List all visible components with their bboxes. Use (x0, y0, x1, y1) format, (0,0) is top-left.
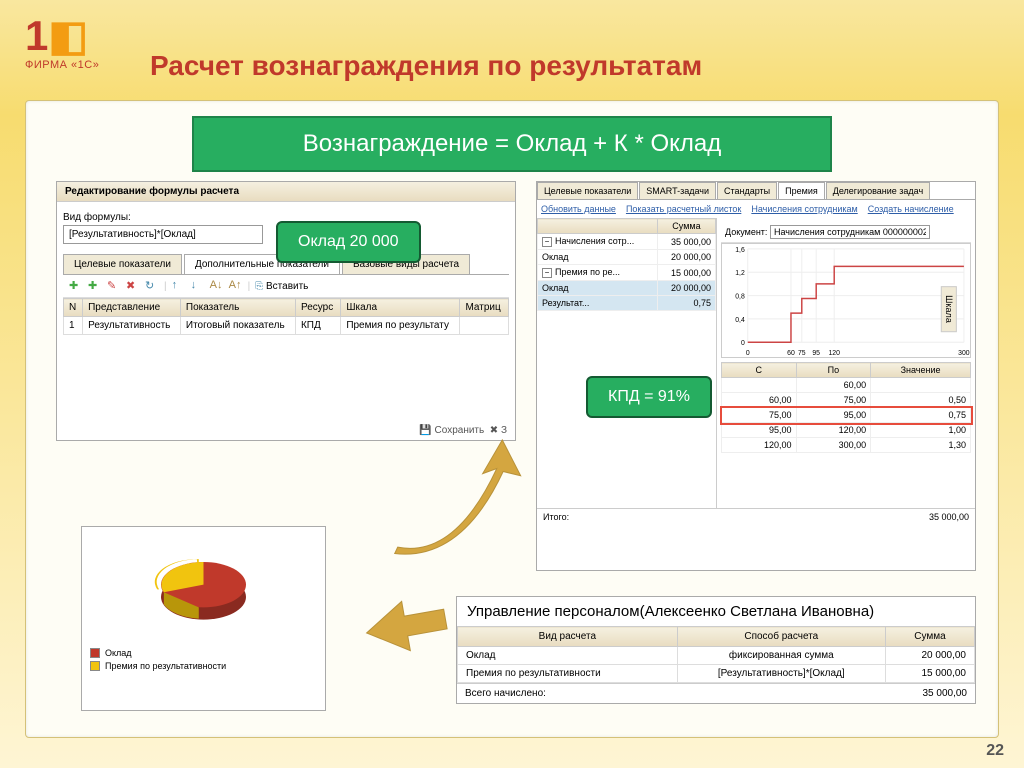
svg-text:75: 75 (798, 350, 806, 357)
panel-title: Редактирование формулы расчета (57, 182, 515, 202)
insert-button[interactable]: ⎘ Вставить (255, 281, 308, 292)
pie-panel: ОкладПремия по результативности (81, 526, 326, 711)
svg-text:95: 95 (812, 350, 820, 357)
formula-input[interactable]: [Результативность]*[Оклад] (63, 225, 263, 244)
sum-table[interactable]: Сумма −Начисления сотр...35 000,00Оклад2… (537, 218, 716, 311)
tab[interactable]: Целевые показатели (537, 182, 638, 199)
link[interactable]: Создать начисление (868, 204, 954, 214)
svg-text:0: 0 (741, 340, 745, 347)
salary-badge: Оклад 20 000 (276, 221, 421, 263)
sort-asc-icon[interactable]: A↓ (210, 279, 224, 293)
svg-text:1,6: 1,6 (735, 247, 745, 254)
arrow-icon (351, 583, 462, 669)
add-icon[interactable]: ✚ (69, 279, 83, 293)
hr-title: Управление персоналом(Алексеенко Светлан… (457, 597, 975, 626)
svg-text:1,2: 1,2 (735, 270, 745, 277)
doc-input[interactable] (770, 225, 930, 239)
edit-icon[interactable]: ✎ (107, 279, 121, 293)
formula-editor-panel: Редактирование формулы расчета Вид форму… (56, 181, 516, 441)
svg-text:300: 300 (958, 350, 970, 357)
tab[interactable]: Стандарты (717, 182, 777, 199)
indicators-grid[interactable]: NПредставлениеПоказательРесурсШкалаМатри… (63, 298, 509, 335)
link[interactable]: Начисления сотрудникам (751, 204, 857, 214)
delete-icon[interactable]: ✖ (126, 279, 140, 293)
link[interactable]: Обновить данные (541, 204, 616, 214)
ranges-table[interactable]: СПоЗначение 60,0060,0075,000,5075,0095,0… (721, 362, 971, 453)
hr-panel: Управление персоналом(Алексеенко Светлан… (456, 596, 976, 704)
toolbar: ✚ ✚ ✎ ✖ ↻ | ↑ ↓ A↓ A↑ | ⎘ Вставить (63, 275, 509, 298)
svg-text:0: 0 (746, 350, 750, 357)
links-row: Обновить данные Показать расчетный листок… (537, 200, 975, 218)
doc-label: Документ: (725, 227, 767, 237)
kpd-badge: КПД = 91% (586, 376, 712, 418)
slide-title: Расчет вознаграждения по результатам (150, 50, 702, 82)
up-icon[interactable]: ↑ (172, 279, 186, 293)
sort-desc-icon[interactable]: A↑ (229, 279, 243, 293)
link[interactable]: Показать расчетный листок (626, 204, 741, 214)
tab[interactable]: SMART-задачи (639, 182, 716, 199)
svg-text:0,4: 0,4 (735, 317, 745, 324)
tab[interactable]: Делегирование задач (826, 182, 930, 199)
down-icon[interactable]: ↓ (191, 279, 205, 293)
pie-chart (146, 545, 261, 630)
right-tabs: Целевые показателиSMART-задачиСтандартыП… (537, 182, 975, 200)
formula-banner: Вознаграждение = Оклад + К * Оклад (192, 116, 832, 172)
pie-legend: ОкладПремия по результативности (90, 648, 317, 671)
content-area: Вознаграждение = Оклад + К * Оклад Редак… (25, 100, 999, 738)
step-chart: 1,6 1,2 0,8 0,4 00 6075 95 120 300 Шкала (721, 243, 971, 358)
page-number: 22 (986, 742, 1004, 760)
total-row: Итого:35 000,00 (537, 508, 975, 525)
hr-table[interactable]: Вид расчетаСпособ расчетаСумма Окладфикс… (457, 626, 975, 683)
refresh-icon[interactable]: ↻ (145, 279, 159, 293)
tab[interactable]: Целевые показатели (63, 254, 182, 274)
tab[interactable]: Премия (778, 182, 825, 199)
svg-text:120: 120 (828, 350, 840, 357)
hr-total: Всего начислено:35 000,00 (457, 683, 975, 703)
add2-icon[interactable]: ✚ (88, 279, 102, 293)
svg-text:60: 60 (787, 350, 795, 357)
svg-text:0,8: 0,8 (735, 294, 745, 301)
scale-label: Шкала (941, 286, 957, 332)
logo: 1◧ ФИРМА «1С» (25, 15, 115, 71)
